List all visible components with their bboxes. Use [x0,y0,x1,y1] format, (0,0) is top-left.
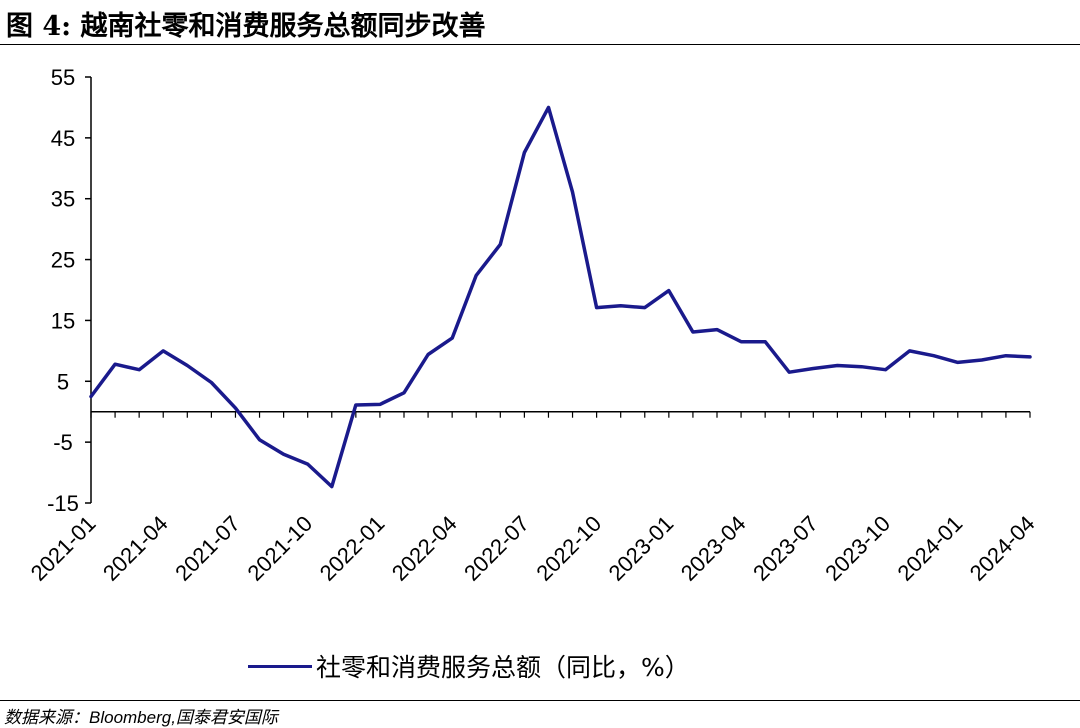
x-tick-label: 2023-07 [748,511,823,586]
x-tick-label: 2021-01 [26,511,101,586]
x-tick-label: 2024-04 [965,511,1040,586]
x-tick-label: 2022-04 [387,511,462,586]
x-tick-label: 2024-01 [893,511,968,586]
footer-divider [0,700,1080,701]
legend: 社零和消费服务总额（同比，%） [248,648,690,684]
x-tick-label: 2023-10 [820,511,895,586]
x-tick-label: 2021-04 [98,511,173,586]
legend-swatch [248,665,312,668]
y-tick-label: -5 [53,430,73,455]
source-note: 数据来源：Bloomberg,国泰君安国际 [4,703,278,728]
x-tick-label: 2023-01 [604,511,679,586]
line-chart: 55453525155-5-152021-012021-042021-07202… [0,45,1080,645]
x-tick-label: 2023-04 [676,511,751,586]
y-tick-label: 15 [51,308,75,333]
x-tick-label: 2022-07 [459,511,534,586]
y-tick-label: -15 [47,491,79,516]
x-tick-label: 2022-10 [531,511,606,586]
figure-title: 图 4: 越南社零和消费服务总额同步改善 [6,4,486,43]
title-bar: 图 4: 越南社零和消费服务总额同步改善 [0,0,1080,44]
y-tick-label: 25 [51,248,75,273]
y-tick-label: 35 [51,187,75,212]
x-tick-label: 2022-01 [315,511,390,586]
y-tick-label: 45 [51,126,75,151]
y-tick-label: 5 [57,369,69,394]
y-tick-label: 55 [51,65,75,90]
x-tick-label: 2021-10 [242,511,317,586]
series-line [91,107,1030,486]
x-tick-label: 2021-07 [170,511,245,586]
legend-label: 社零和消费服务总额（同比，%） [316,648,690,684]
